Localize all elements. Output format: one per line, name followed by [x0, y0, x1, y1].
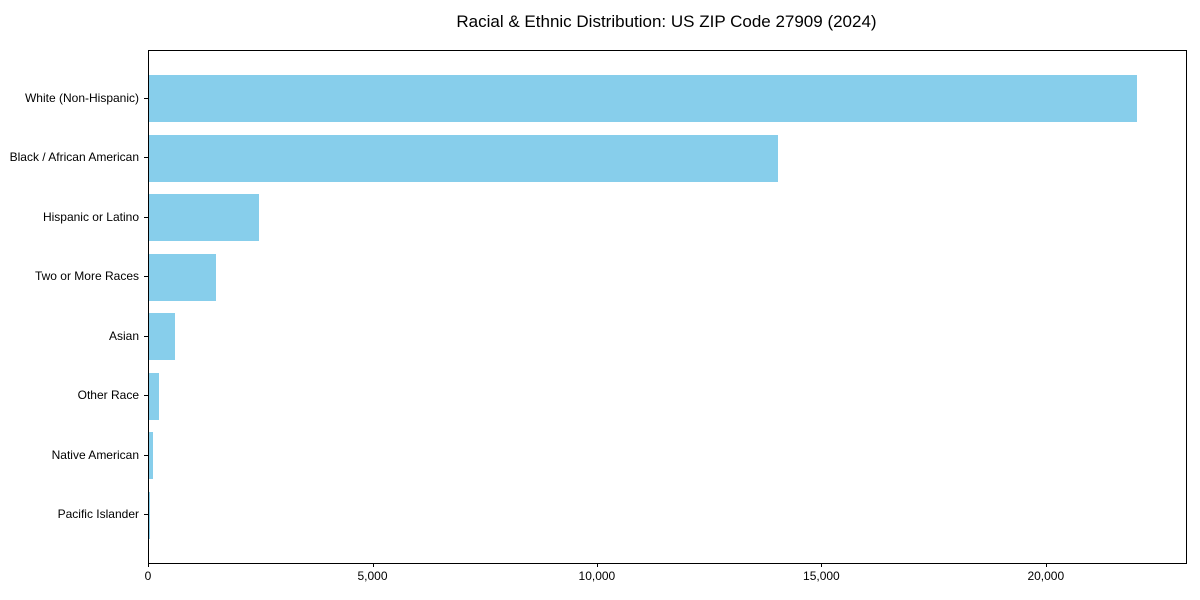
x-axis-tick-label: 5,000 — [357, 569, 388, 583]
y-axis-category-label: Native American — [51, 447, 139, 462]
bar — [149, 432, 153, 479]
y-axis-category-label: Two or More Races — [34, 269, 139, 283]
y-axis-tick — [144, 216, 148, 218]
y-axis-tick — [144, 335, 148, 337]
plot-area — [148, 50, 1187, 564]
chart-title: Racial & Ethnic Distribution: US ZIP Cod… — [456, 12, 877, 31]
bar — [149, 75, 1137, 122]
x-axis-tick-label: 0 — [144, 569, 152, 583]
y-axis-category-label: Asian — [108, 328, 139, 343]
y-axis-category-label: Pacific Islander — [57, 507, 139, 521]
x-axis-tick-label: 15,000 — [803, 569, 840, 583]
y-axis-tick — [144, 276, 148, 277]
y-axis-tick — [144, 454, 148, 456]
y-axis-category-label: Hispanic or Latino — [42, 209, 139, 224]
x-axis-tick — [148, 563, 149, 567]
y-axis-tick — [144, 514, 148, 515]
y-axis-category-label: Black / African American — [9, 150, 139, 164]
x-axis-tick — [596, 563, 598, 567]
x-axis-tick-label: 20,000 — [1027, 569, 1065, 583]
bar — [149, 253, 217, 301]
x-axis-tick — [1045, 563, 1047, 567]
bar — [149, 134, 778, 182]
y-axis-tick — [144, 157, 148, 158]
y-axis-category-label: Other Race — [77, 388, 139, 402]
bar — [149, 194, 259, 241]
y-axis-tick — [144, 97, 148, 99]
bar — [149, 491, 150, 539]
bar — [149, 372, 159, 420]
y-axis-tick — [144, 395, 148, 396]
x-axis-tick — [372, 563, 374, 567]
x-axis-tick — [821, 563, 823, 567]
y-axis-category-label: White (Non-Hispanic) — [24, 90, 139, 105]
x-axis-tick-label: 10,000 — [578, 569, 616, 583]
bar — [149, 313, 175, 360]
